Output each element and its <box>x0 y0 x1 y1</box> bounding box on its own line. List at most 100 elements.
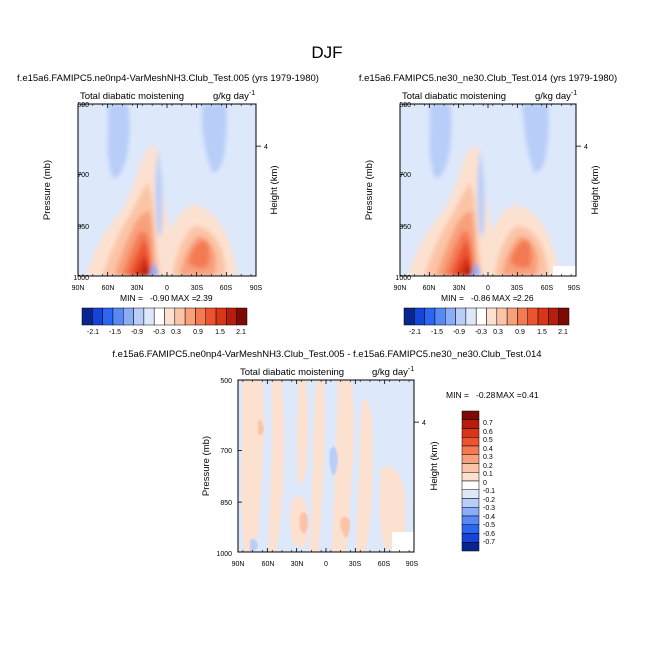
panel-1-colorbar-label: -0.3 <box>153 329 165 336</box>
panel-2-min-value: -0.86 <box>471 293 491 303</box>
panel-2-xtick-label: 0 <box>486 285 490 292</box>
panel-2-xtick-label: 30S <box>511 285 524 292</box>
panel-3-units-base: g/kg day <box>372 367 408 378</box>
panel-3-xtick-label: 30S <box>349 561 362 568</box>
colorbar-cell <box>92 307 103 326</box>
panel-3-title: f.e15a6.FAMIPC5.ne0np4-VarMeshNH3.Club_T… <box>112 349 541 360</box>
panel-3-colorbar-label: 0.2 <box>483 463 493 470</box>
panel-2-units-exp: -1 <box>571 90 577 97</box>
colorbar-cell <box>517 307 528 326</box>
panel-1-max-label: MAX = <box>171 293 197 303</box>
panel-2-units: g/kg day-1 <box>535 90 577 102</box>
panel-2-xtick-label: 60N <box>423 285 436 292</box>
panel-3-colorbar-label: 0.7 <box>483 420 493 427</box>
panel-2-max-value: 2.26 <box>517 293 534 303</box>
panel-1-min-label: MIN = <box>120 293 143 303</box>
colorbar-cell <box>195 307 206 326</box>
panel-1-ytick-label: 500 <box>77 102 89 109</box>
panel-1-colorbar-label: 2.1 <box>236 329 246 336</box>
colorbar-cell <box>205 307 217 326</box>
colorbar-cell <box>537 307 549 326</box>
colorbar-cell <box>461 489 480 499</box>
panel-3-xtick-label: 60S <box>378 561 391 568</box>
colorbar-cell <box>226 307 237 326</box>
panel-3-colorbar-label: -0.2 <box>483 497 495 504</box>
panel-3-height-tick-label: 4 <box>422 420 426 427</box>
panel-3-missing-data-patch <box>392 532 414 552</box>
panel-3-colorbar-label: 0 <box>483 480 487 487</box>
panel-1-field <box>78 104 256 276</box>
panel-1-ytick-label: 850 <box>77 224 89 231</box>
panel-2-ylabel-right: Height (km) <box>590 165 601 214</box>
panel-2-colorbar-label: -1.5 <box>431 329 443 336</box>
panel-2-colorbar-label: -0.9 <box>453 329 465 336</box>
panel-3-field <box>238 380 414 552</box>
colorbar-cell <box>174 307 186 326</box>
panel-2-colorbar-label: -2.1 <box>409 329 421 336</box>
panel-3-xtick-label: 30N <box>291 561 304 568</box>
panel-3-min-label: MIN = <box>446 390 469 400</box>
colorbar-cell <box>461 515 480 525</box>
panel-2-colorbar <box>403 307 570 326</box>
colorbar-cell <box>215 307 227 326</box>
panel-3-xtick-label: 90S <box>406 561 419 568</box>
panel-1-height-tick-label: 4 <box>264 144 268 151</box>
panel-3-colorbar-label: -0.1 <box>483 488 495 495</box>
panel-1-colorbar-label: 1.5 <box>215 329 225 336</box>
panel-3-max-label: MAX = <box>496 390 522 400</box>
panel-3-units: g/kg day-1 <box>372 366 414 378</box>
panel-1-colorbar-label: 0.3 <box>171 329 181 336</box>
panel-2-height-tick-label: 4 <box>584 144 588 151</box>
panel-1-colorbar-label: 0.9 <box>193 329 203 336</box>
panel-3-colorbar <box>461 410 480 552</box>
panel-2-xtick-label: 90N <box>394 285 407 292</box>
colorbar-cell <box>236 307 248 326</box>
colorbar-cell <box>445 307 456 326</box>
panel-3-xtick-label: 0 <box>324 561 328 568</box>
panel-3-colorbar-label: 0.3 <box>483 454 493 461</box>
panel-2-ytick-label: 1000 <box>395 275 411 282</box>
colorbar-cell <box>461 437 480 447</box>
panel-1-units-exp: -1 <box>249 90 255 97</box>
panel-2-colorbar-label: 2.1 <box>558 329 568 336</box>
panel-3-colorbar-label: -0.7 <box>483 539 495 546</box>
colorbar-cell <box>486 307 498 326</box>
panel-1-left-string: Total diabatic moistening <box>80 91 184 102</box>
panel-2-colorbar-label: 1.5 <box>537 329 547 336</box>
panel-2-xtick-label: 90S <box>568 285 581 292</box>
panel-3-ytick-label: 1000 <box>216 551 232 558</box>
panel-3-colorbar-label: 0.1 <box>483 471 493 478</box>
colorbar-cell <box>434 307 446 326</box>
panel-2-max-label: MAX = <box>492 293 518 303</box>
colorbar-cell <box>461 454 480 464</box>
panel-3-colorbar-label: 0.6 <box>483 429 493 436</box>
colorbar-cell <box>461 463 480 473</box>
colorbar-cell <box>143 307 155 326</box>
panel-2-min-label: MIN = <box>441 293 464 303</box>
panel-3: f.e15a6.FAMIPC5.ne0np4-VarMeshNH3.Club_T… <box>112 349 541 568</box>
panel-2-missing-data-patch <box>553 266 576 276</box>
colorbar-cell <box>81 307 93 326</box>
panel-2-ytick-label: 500 <box>399 102 411 109</box>
panel-2-left-string: Total diabatic moistening <box>402 91 506 102</box>
panel-1-units-base: g/kg day <box>213 91 249 102</box>
panel-3-ytick-label: 850 <box>220 500 232 507</box>
panel-2-colorbar-label: -0.3 <box>475 329 487 336</box>
colorbar-cell <box>184 307 196 326</box>
panel-3-colorbar-label: 0.4 <box>483 446 493 453</box>
panel-1-colorbar <box>81 307 248 326</box>
colorbar-cell <box>496 307 508 326</box>
colorbar-cell <box>548 307 559 326</box>
panel-1-xtick-label: 90S <box>250 285 263 292</box>
panel-1-xtick-label: 30S <box>191 285 204 292</box>
panel-1-xtick-label: 0 <box>165 285 169 292</box>
figure-title: DJF <box>311 43 342 62</box>
colorbar-cell <box>461 507 480 517</box>
panel-3-colorbar-label: -0.5 <box>483 522 495 529</box>
panel-1-min-value: -0.90 <box>150 293 170 303</box>
colorbar-cell <box>506 307 518 326</box>
colorbar-cell <box>403 307 415 326</box>
colorbar-cell <box>461 524 480 534</box>
panel-2-xtick-label: 60S <box>541 285 554 292</box>
